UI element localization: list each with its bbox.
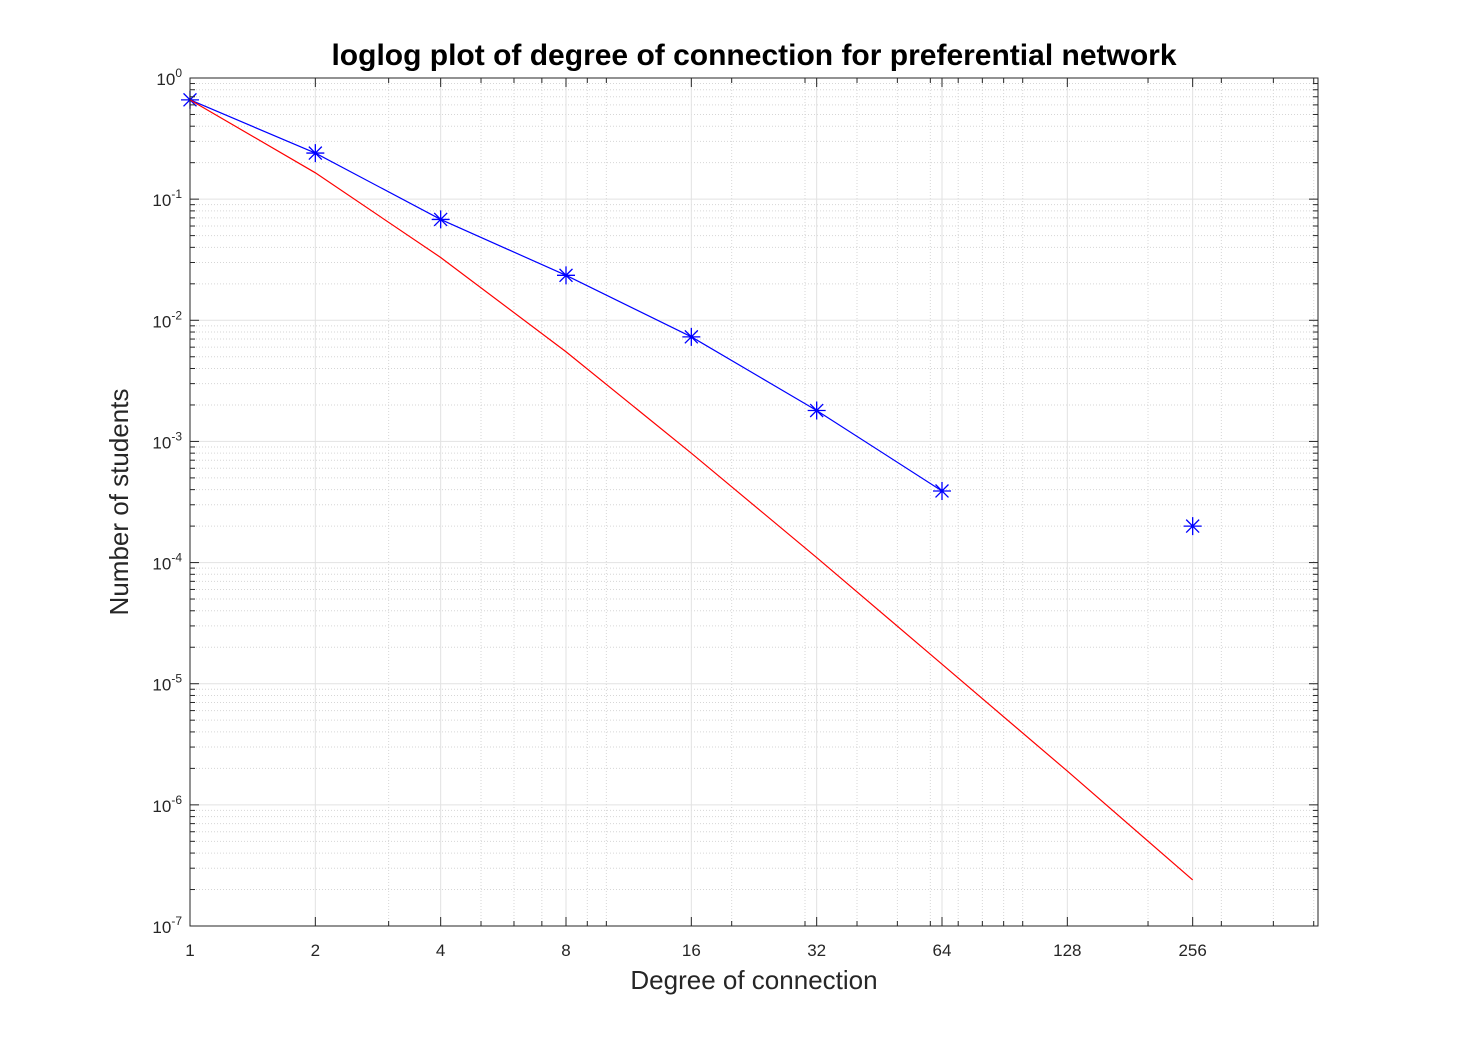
x-tick-label: 2 bbox=[311, 941, 320, 960]
series-1 bbox=[1183, 517, 1202, 536]
y-tick-label: 10-2 bbox=[152, 308, 182, 331]
y-tick-label: 10-4 bbox=[152, 551, 182, 574]
data-point bbox=[1183, 517, 1202, 536]
y-tick-label: 10-5 bbox=[152, 672, 182, 695]
series-2 bbox=[189, 99, 1194, 881]
x-axis-label: Degree of connection bbox=[630, 965, 877, 995]
y-tick-label: 10-6 bbox=[152, 793, 182, 816]
x-tick-label: 32 bbox=[807, 941, 826, 960]
x-tick-label: 8 bbox=[561, 941, 570, 960]
data-point bbox=[557, 266, 575, 285]
data-point bbox=[682, 327, 701, 346]
y-tick-label: 10-7 bbox=[152, 914, 182, 937]
chart-title: loglog plot of degree of connection for … bbox=[331, 39, 1176, 72]
ticks-layer: 1 2 4 8 16 32 64 128 256 10-7 10-6 10-5 10-4 10-3 10-2… bbox=[152, 66, 1318, 960]
minor-grid bbox=[190, 78, 1318, 926]
x-tick-label: 4 bbox=[436, 941, 445, 960]
x-tick-label: 16 bbox=[682, 941, 701, 960]
data-point bbox=[306, 144, 325, 163]
y-axis-label: Number of students bbox=[104, 389, 134, 616]
data-point bbox=[933, 481, 951, 500]
y-tick-label: 10-3 bbox=[152, 429, 182, 452]
axes-box bbox=[189, 77, 1319, 927]
x-tick-label: 1 bbox=[185, 941, 194, 960]
y-tick-label: 100 bbox=[156, 66, 182, 89]
y-tick-label: 10-1 bbox=[152, 187, 182, 210]
x-tick-label: 256 bbox=[1178, 941, 1206, 960]
data-point bbox=[807, 401, 826, 420]
x-tick-label: 64 bbox=[933, 941, 952, 960]
x-tick-label: 128 bbox=[1053, 941, 1081, 960]
plot-area bbox=[190, 78, 1318, 926]
data-point bbox=[431, 210, 450, 229]
series-line bbox=[189, 99, 1194, 881]
